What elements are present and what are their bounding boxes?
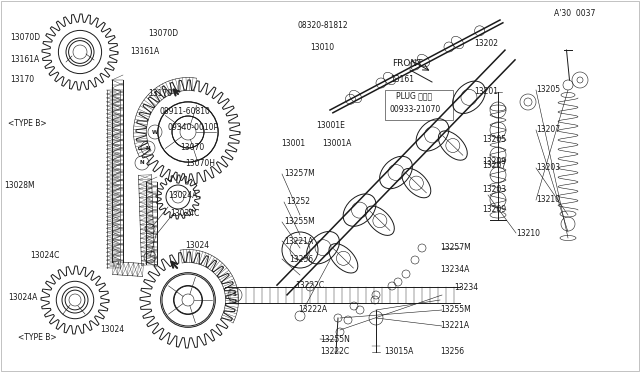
Text: 13234A: 13234A: [440, 266, 469, 275]
Text: N: N: [140, 160, 144, 166]
Text: 13170: 13170: [148, 90, 172, 99]
Text: 13221A: 13221A: [284, 237, 313, 246]
Text: <TYPE B>: <TYPE B>: [18, 334, 56, 343]
Text: 13222C: 13222C: [320, 347, 349, 356]
Text: 13070H: 13070H: [185, 158, 215, 167]
Text: 13010: 13010: [310, 44, 334, 52]
Text: 13070: 13070: [180, 142, 204, 151]
Text: 13222C: 13222C: [295, 280, 324, 289]
Text: 08911-60810: 08911-60810: [160, 106, 211, 115]
Text: 13234: 13234: [454, 283, 478, 292]
Text: 13255M: 13255M: [284, 218, 315, 227]
Text: 13209: 13209: [482, 205, 506, 215]
Text: 13015A: 13015A: [384, 347, 413, 356]
Text: 13201: 13201: [474, 87, 498, 96]
Text: PLUG プラグ: PLUG プラグ: [396, 92, 432, 100]
Text: 13209: 13209: [482, 157, 506, 167]
Text: 13205: 13205: [536, 86, 560, 94]
Text: S: S: [233, 292, 237, 298]
Text: 13221A: 13221A: [440, 321, 469, 330]
Text: 13202: 13202: [474, 39, 498, 48]
Text: 13210: 13210: [536, 196, 560, 205]
Text: 13024C: 13024C: [30, 251, 60, 260]
Text: 13203: 13203: [482, 185, 506, 193]
Text: 09340-0010P: 09340-0010P: [168, 124, 219, 132]
Text: 13170: 13170: [10, 76, 34, 84]
Text: 13255N: 13255N: [320, 334, 350, 343]
Text: W: W: [152, 129, 158, 135]
Text: N: N: [146, 145, 150, 151]
Text: 13070D: 13070D: [10, 33, 40, 42]
Text: 13070D: 13070D: [148, 29, 178, 38]
Text: 13028M: 13028M: [4, 180, 35, 189]
Text: 13207: 13207: [482, 160, 506, 170]
Text: 13001A: 13001A: [322, 140, 351, 148]
Text: FRONT: FRONT: [392, 58, 422, 67]
Text: 13255M: 13255M: [440, 305, 471, 314]
Text: A'30  0037: A'30 0037: [554, 10, 595, 19]
Text: 13161A: 13161A: [10, 55, 39, 64]
Text: 13024A: 13024A: [8, 294, 37, 302]
Text: 13207: 13207: [536, 125, 560, 135]
Text: 13001E: 13001E: [316, 121, 345, 129]
Text: <TYPE B>: <TYPE B>: [8, 119, 47, 128]
Text: 13001: 13001: [281, 140, 305, 148]
Text: 08320-81812: 08320-81812: [298, 22, 349, 31]
Text: 00933-21070: 00933-21070: [390, 105, 441, 113]
Text: 13252: 13252: [286, 198, 310, 206]
Text: 13024: 13024: [185, 241, 209, 250]
Text: 13256: 13256: [289, 254, 313, 263]
Text: 13222A: 13222A: [298, 305, 327, 314]
Text: 13024C: 13024C: [170, 209, 200, 218]
Text: 13257M: 13257M: [284, 170, 315, 179]
Text: 13210: 13210: [516, 228, 540, 237]
Text: 13256: 13256: [440, 347, 464, 356]
Text: 13024: 13024: [100, 326, 124, 334]
Text: 13024A: 13024A: [168, 192, 197, 201]
Bar: [385, 90, 453, 120]
Text: 13257M: 13257M: [440, 244, 471, 253]
Text: 13161A: 13161A: [130, 48, 159, 57]
Text: 13203: 13203: [536, 164, 560, 173]
Text: 13205: 13205: [482, 135, 506, 144]
Text: 13161: 13161: [390, 76, 414, 84]
